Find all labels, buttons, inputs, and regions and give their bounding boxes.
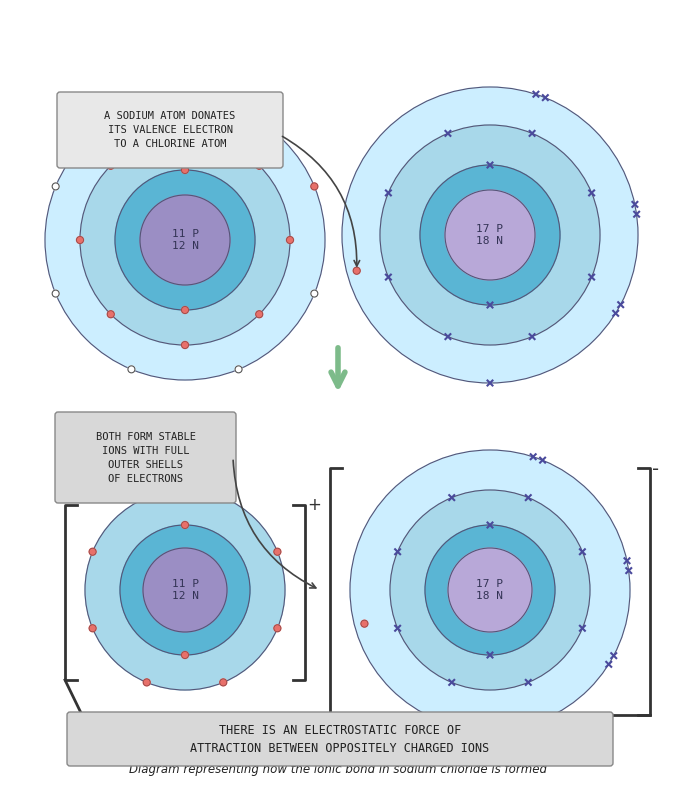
Circle shape (350, 450, 630, 730)
Text: Diagram representing how the ionic bond in sodium chloride is formed: Diagram representing how the ionic bond … (129, 764, 547, 777)
FancyBboxPatch shape (57, 92, 283, 168)
Text: A SODIUM ATOM DONATES
ITS VALENCE ELECTRON
TO A CHLORINE ATOM: A SODIUM ATOM DONATES ITS VALENCE ELECTR… (104, 111, 236, 149)
Circle shape (143, 548, 227, 632)
Circle shape (181, 167, 188, 174)
Circle shape (89, 548, 96, 555)
Circle shape (128, 366, 135, 373)
Circle shape (181, 306, 188, 314)
Circle shape (353, 268, 360, 274)
Circle shape (181, 522, 188, 529)
Circle shape (128, 107, 135, 114)
Circle shape (181, 132, 188, 138)
Text: 11 P
12 N: 11 P 12 N (171, 229, 198, 251)
Circle shape (140, 195, 230, 285)
Text: 17 P
18 N: 17 P 18 N (477, 224, 504, 246)
Circle shape (256, 310, 263, 318)
Circle shape (144, 494, 150, 501)
Circle shape (390, 490, 590, 690)
Text: Copyright © Save My Exams. All Rights Reserved: Copyright © Save My Exams. All Rights Re… (244, 750, 433, 760)
Circle shape (181, 652, 188, 658)
Circle shape (380, 125, 600, 345)
Text: 11 P
12 N: 11 P 12 N (171, 579, 198, 601)
Circle shape (311, 290, 318, 297)
Circle shape (80, 135, 290, 345)
Circle shape (448, 548, 532, 632)
Circle shape (342, 87, 638, 383)
Circle shape (85, 490, 285, 690)
Circle shape (425, 525, 555, 655)
Circle shape (274, 548, 281, 555)
Text: THERE IS AN ELECTROSTATIC FORCE OF
ATTRACTION BETWEEN OPPOSITELY CHARGED IONS: THERE IS AN ELECTROSTATIC FORCE OF ATTRA… (190, 723, 489, 754)
Circle shape (52, 290, 59, 297)
Text: +: + (307, 496, 321, 514)
Circle shape (420, 165, 560, 305)
Circle shape (120, 525, 250, 655)
Circle shape (235, 107, 242, 114)
Circle shape (115, 170, 255, 310)
Circle shape (77, 237, 83, 244)
Circle shape (181, 341, 188, 349)
Circle shape (220, 679, 227, 686)
Text: 17 P
18 N: 17 P 18 N (477, 579, 504, 601)
Circle shape (274, 625, 281, 632)
Circle shape (220, 494, 227, 501)
Text: BOTH FORM STABLE
IONS WITH FULL
OUTER SHELLS
OF ELECTRONS: BOTH FORM STABLE IONS WITH FULL OUTER SH… (95, 431, 196, 484)
Circle shape (45, 100, 325, 380)
Circle shape (107, 162, 114, 169)
Circle shape (235, 366, 242, 373)
FancyBboxPatch shape (67, 712, 613, 766)
Circle shape (286, 237, 294, 244)
Circle shape (256, 162, 263, 169)
Circle shape (445, 190, 535, 280)
Circle shape (311, 183, 318, 190)
Circle shape (89, 625, 96, 632)
Circle shape (107, 310, 114, 318)
FancyBboxPatch shape (55, 412, 236, 503)
Text: -: - (652, 460, 659, 479)
Circle shape (52, 183, 59, 190)
Circle shape (144, 679, 150, 686)
Circle shape (361, 620, 368, 627)
